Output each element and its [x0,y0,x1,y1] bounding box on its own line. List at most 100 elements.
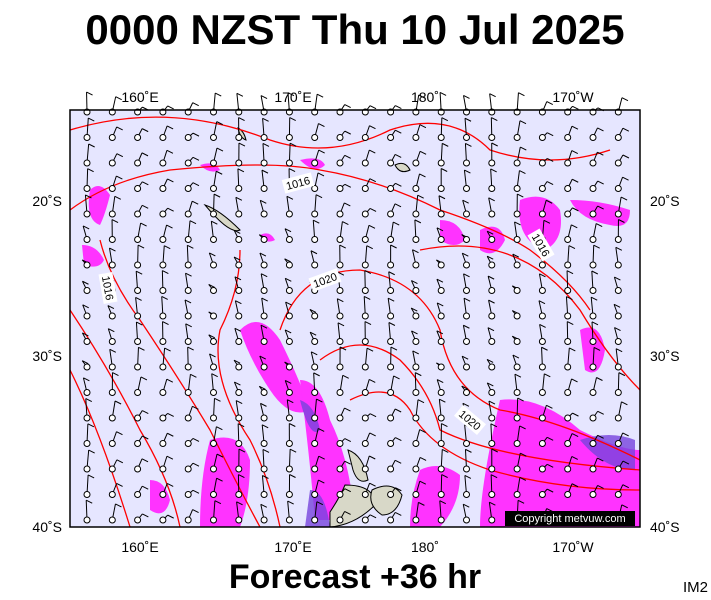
barb-station [260,312,268,320]
barb-flag [436,227,444,232]
barb-flag [597,180,604,185]
barb-flag [486,358,494,363]
barb-station [589,465,597,473]
barb-station [311,312,319,320]
barb-flag [546,132,554,137]
barb-flag [491,117,498,122]
barb-flag [597,127,604,132]
barb-station [285,312,293,320]
barb-station [463,516,470,524]
barb-station [538,491,546,498]
barb-station [488,261,496,269]
barb-flag [490,474,498,479]
barb-flag [369,105,377,110]
barb-flag [364,321,372,325]
barb-flag [284,258,291,263]
barb-station [564,440,572,447]
barb-flag [262,117,269,122]
barb-station [159,465,167,473]
barb-station [538,159,546,167]
barb-flag [318,123,325,127]
barb-flag [618,372,626,377]
isobar-label-box [308,268,342,292]
barb-station [538,389,546,396]
barb-station [260,261,268,269]
barb-station [437,185,445,192]
barb-station [260,465,268,473]
barb-flag [463,503,470,508]
barb-flag [233,359,241,364]
barb-station [336,516,344,524]
barb-station [437,465,445,473]
barb-flag [289,474,296,478]
barb-flag [344,460,351,465]
barb-station [235,465,243,473]
isobars [69,116,641,528]
barb-flag [135,296,142,301]
barb-station [134,287,142,294]
map-frame [69,109,641,528]
barb-flag [142,513,149,518]
barb-station [589,261,597,269]
barb-flag [262,142,270,147]
barb-flag [289,448,297,453]
barb-flag [259,355,266,360]
barb-flag [86,91,93,96]
barb-station [108,465,116,473]
barb-station [437,491,445,498]
barb-flag [539,273,546,278]
barb-flag [85,194,92,199]
barb-flag [167,514,174,519]
barb-station [564,491,572,498]
barb-flag [363,295,371,300]
barb-flag [260,402,267,407]
barb-station [235,210,243,218]
barb-station [463,185,470,192]
barb-station [412,185,420,192]
barb-station [83,389,91,396]
barb-flag [364,270,372,275]
barb-station [260,185,268,192]
barb-station [538,414,546,422]
barb-flag [415,372,422,377]
barb-station [488,185,496,192]
barb-station [387,236,395,243]
barb-flag [395,182,402,187]
barb-flag [82,280,89,285]
barb-flag [109,247,116,252]
barb-flag [546,404,553,409]
barb-flag [461,385,468,390]
barb-flag [462,402,470,407]
barb-flag [141,128,149,133]
barb-flag [613,303,621,308]
barb-station [437,134,445,141]
barb-station [437,338,445,345]
barb-flag [412,249,419,254]
barb-flag [395,487,402,492]
barb-flag [208,334,215,339]
barb-flag [216,147,224,152]
barb-flag [546,158,554,162]
barb-flag [436,379,444,384]
barb-flag [487,382,494,387]
barb-station [361,185,369,192]
barb-station [184,185,192,192]
barb-flag [621,401,628,406]
barb-station [437,261,445,269]
barb-station [108,159,116,167]
barb-station [412,236,420,243]
copyright-box [505,511,635,526]
barb-station [159,287,167,294]
barb-station [412,312,420,320]
barb-flag [591,270,599,275]
barb-station [235,414,243,422]
barb-station [108,440,116,447]
barb-station [336,159,344,167]
barb-station [336,465,344,473]
barb-flag [116,459,124,464]
barb-flag [192,182,200,187]
barb-station [134,236,142,243]
barb-station [210,134,217,141]
barb-station [564,414,572,422]
barb-station [564,134,572,141]
